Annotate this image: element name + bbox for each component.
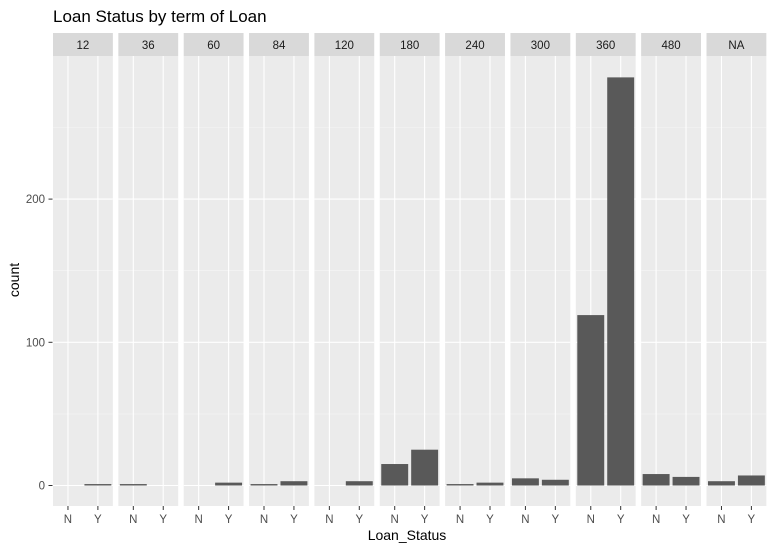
y-axis: 0 100 200 [26, 194, 53, 493]
facet-strip-label: NA [728, 40, 744, 52]
x-tick-label: N [325, 514, 333, 526]
facet-panel-12: 12 N Y [53, 33, 113, 526]
x-tick-label: Y [486, 514, 494, 526]
x-tick-label: N [521, 514, 529, 526]
facet-panel-84: 84 N Y [249, 33, 309, 526]
facet-strip-label: 240 [465, 40, 484, 52]
facet-strip [314, 33, 375, 56]
panel-background [249, 56, 309, 506]
panel-background [118, 56, 179, 506]
facet-strip-label: 300 [531, 40, 550, 52]
x-tick-label: N [456, 514, 464, 526]
panel-background [445, 56, 505, 506]
x-tick-label: Y [617, 514, 625, 526]
facet-strip-label: 360 [596, 40, 615, 52]
bar-300-N [511, 478, 539, 486]
panel-background [183, 56, 244, 506]
facet-strip-label: 36 [142, 40, 155, 52]
facet-panels: 12 N Y 36 N Y 60 N Y 84 N Y 120 N Y 180 N Y 240 N Y 300 N Y 360 N… [53, 33, 767, 526]
facet-strip [53, 33, 113, 56]
x-tick-label: Y [290, 514, 298, 526]
facet-strip-label: 120 [335, 40, 354, 52]
x-axis-title: Loan_Status [368, 527, 447, 543]
y-tick-label: 200 [26, 194, 45, 206]
x-tick-label: Y [94, 514, 102, 526]
panel-background [510, 56, 571, 506]
facet-panel-36: 36 N Y [118, 33, 179, 526]
facet-strip-label: 84 [273, 40, 286, 52]
x-tick-label: N [587, 514, 595, 526]
facet-panel-120: 120 N Y [314, 33, 375, 526]
facet-strip [183, 33, 244, 56]
x-tick-label: Y [159, 514, 167, 526]
y-axis-title: count [6, 263, 22, 297]
bar-240-Y [476, 482, 504, 486]
facet-panel-240: 240 N Y [445, 33, 505, 526]
x-tick-label: N [391, 514, 399, 526]
bar-180-Y [411, 449, 439, 486]
facet-strip-label: 180 [400, 40, 419, 52]
bar-360-N [577, 315, 605, 486]
bar-240-N [446, 484, 474, 486]
panel-background [314, 56, 375, 506]
bar-12-Y [84, 484, 112, 486]
x-tick-label: Y [355, 514, 363, 526]
facet-strip [118, 33, 179, 56]
x-tick-label: N [64, 514, 72, 526]
facet-strip [510, 33, 571, 56]
x-tick-label: Y [748, 514, 756, 526]
x-tick-label: N [260, 514, 268, 526]
facet-strip [379, 33, 440, 56]
y-tick-label: 100 [26, 337, 45, 349]
facet-strip [575, 33, 636, 56]
bar-480-Y [672, 476, 700, 486]
facet-strip [249, 33, 309, 56]
x-tick-label: N [129, 514, 137, 526]
facet-strip-label: 480 [661, 40, 680, 52]
bar-NA-N [707, 481, 735, 486]
x-tick-label: N [717, 514, 725, 526]
panel-background [53, 56, 113, 506]
panel-background [379, 56, 440, 506]
x-tick-label: Y [682, 514, 690, 526]
panel-background [706, 56, 767, 506]
bar-NA-Y [737, 475, 765, 486]
bar-120-Y [345, 481, 373, 486]
bar-480-N [642, 474, 670, 486]
x-tick-label: Y [552, 514, 560, 526]
bar-84-N [250, 484, 278, 486]
x-tick-label: N [652, 514, 660, 526]
facet-panel-480: 480 N Y [641, 33, 701, 526]
facet-strip [641, 33, 701, 56]
x-tick-label: N [195, 514, 203, 526]
bar-180-N [381, 464, 409, 486]
bar-84-Y [280, 481, 308, 486]
facet-strip [445, 33, 505, 56]
facet-strip-label: 60 [207, 40, 220, 52]
facet-panel-NA: NA N Y [706, 33, 767, 526]
facet-strip-label: 12 [77, 40, 90, 52]
bar-36-N [119, 484, 147, 486]
facet-panel-180: 180 N Y [379, 33, 440, 526]
bar-60-Y [215, 482, 243, 486]
bar-300-Y [541, 479, 569, 486]
facet-panel-300: 300 N Y [510, 33, 571, 526]
x-tick-label: Y [421, 514, 429, 526]
bar-360-Y [607, 77, 635, 486]
x-tick-label: Y [225, 514, 233, 526]
y-tick-label: 0 [39, 481, 45, 493]
chart-title: Loan Status by term of Loan [53, 7, 267, 26]
facet-panel-60: 60 N Y [183, 33, 244, 526]
panel-background [641, 56, 701, 506]
facet-panel-360: 360 N Y [575, 33, 636, 526]
facet-strip [706, 33, 767, 56]
